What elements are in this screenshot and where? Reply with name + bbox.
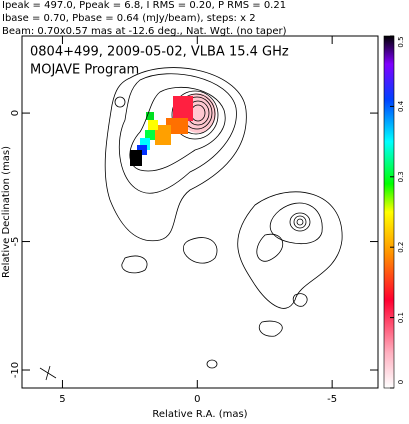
chart-title: 0804+499, 2009-05-02, VLBA 15.4 GHz	[30, 45, 289, 60]
y-tick-label: -5	[10, 237, 21, 247]
x-tick-label: -5	[327, 394, 337, 405]
x-axis-label: Relative R.A. (mas)	[152, 409, 247, 420]
plot-frame	[21, 35, 379, 389]
colorbar-tick-label: 0.3	[397, 171, 405, 182]
colorbar-tick-label: 0	[397, 380, 405, 384]
y-tick-label: -10	[10, 362, 21, 378]
colorbar-tick-label: 0.5	[397, 36, 405, 47]
colorbar-tick-label: 0.2	[397, 242, 405, 253]
colorbar-tick-label: 0.1	[397, 312, 405, 323]
chart-subtitle: MOJAVE Program	[30, 63, 139, 78]
header-line: Ibase = 0.70, Pbase = 0.64 (mJy/beam), s…	[2, 13, 256, 24]
contours	[39, 67, 343, 381]
x-tick-label: 0	[194, 394, 200, 405]
y-tick-label: 0	[10, 110, 21, 116]
colorbar	[383, 35, 395, 389]
y-axis-label: Relative Declination (mas)	[1, 146, 12, 278]
x-tick-label: 5	[59, 394, 65, 405]
header-line: Ipeak = 497.0, Ppeak = 6.8, I RMS = 0.20…	[2, 0, 286, 11]
colorbar-tick-label: 0.4	[397, 100, 405, 112]
header-line: Beam: 0.70x0.57 mas at -12.6 deg., Nat. …	[2, 26, 287, 37]
